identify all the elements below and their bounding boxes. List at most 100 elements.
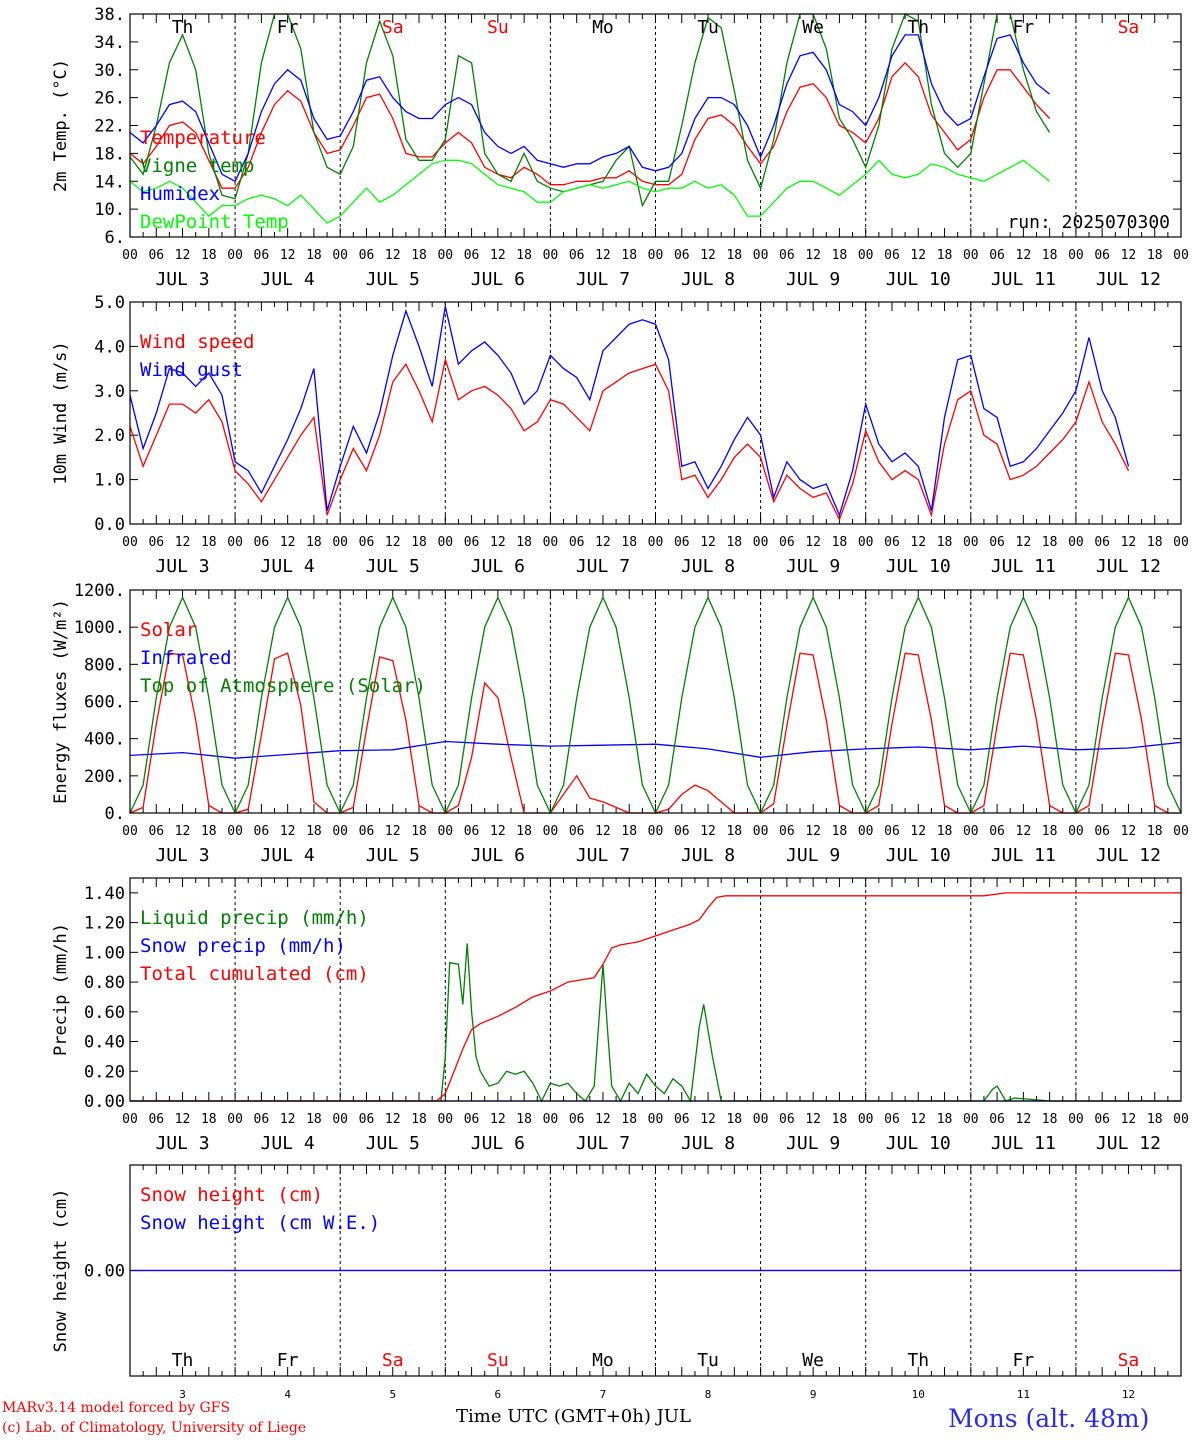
date-label: JUL 11 (991, 269, 1056, 290)
legend-label: Total cumulated (cm) (140, 963, 369, 985)
hour-tick-label: 00 (648, 535, 664, 550)
hour-tick-label: 06 (569, 824, 585, 839)
hour-tick-label: 00 (437, 248, 453, 263)
hour-tick-label: 18 (937, 1112, 953, 1127)
hour-tick-label: 00 (543, 535, 559, 550)
hour-tick-label: 18 (516, 824, 532, 839)
hour-tick-label: 18 (937, 535, 953, 550)
hour-tick-label: 06 (989, 535, 1005, 550)
location-label: Mons (alt. 48m) (948, 1404, 1150, 1433)
hour-tick-label: 12 (1121, 1112, 1137, 1127)
hour-tick-label: 18 (937, 248, 953, 263)
hour-tick-label: 00 (858, 535, 874, 550)
y-tick-label: 5.0 (94, 293, 125, 313)
y-axis-label: Energy fluxes (W/m²) (51, 599, 71, 804)
date-label: JUL 5 (366, 556, 420, 577)
date-label: JUL 8 (681, 556, 735, 577)
y-tick-label: 1.00 (84, 943, 125, 963)
plot-frame (129, 589, 1182, 814)
day-name-label: Th (907, 17, 929, 38)
hour-tick-label: 12 (700, 535, 716, 550)
hour-tick-label: 12 (490, 1112, 506, 1127)
date-label: JUL 3 (155, 1133, 209, 1154)
day-number-label: 3 (179, 1388, 186, 1401)
hour-tick-label: 00 (122, 1112, 138, 1127)
hour-tick-label: 18 (411, 1112, 427, 1127)
hour-tick-label: 06 (779, 824, 795, 839)
day-number-label: 11 (1017, 1388, 1030, 1401)
hour-tick-label: 00 (858, 248, 874, 263)
hour-tick-label: 06 (359, 1112, 375, 1127)
hour-tick-label: 00 (332, 535, 348, 550)
hour-tick-label: 18 (726, 248, 742, 263)
hour-tick-label: 12 (490, 248, 506, 263)
hour-tick-label: 12 (1121, 824, 1137, 839)
hour-tick-label: 06 (148, 248, 164, 263)
y-tick-label: 30. (94, 61, 125, 81)
date-label: JUL 4 (261, 845, 315, 866)
hour-tick-label: 06 (464, 535, 480, 550)
day-name-label: Sa (1118, 17, 1140, 38)
hour-tick-label: 12 (385, 248, 401, 263)
hour-tick-label: 18 (411, 535, 427, 550)
date-label: JUL 6 (471, 845, 525, 866)
legend-label: Temperature (140, 127, 266, 149)
day-name-label: Th (907, 1350, 929, 1371)
hour-tick-label: 06 (779, 535, 795, 550)
y-tick-label: 0.60 (84, 1003, 125, 1023)
hour-tick-label: 00 (1068, 535, 1084, 550)
hour-tick-label: 00 (332, 824, 348, 839)
hour-tick-label: 06 (674, 1112, 690, 1127)
date-label: JUL 11 (991, 1133, 1056, 1154)
hour-tick-label: 06 (884, 824, 900, 839)
y-tick-label: 0. (105, 804, 125, 824)
hour-tick-label: 12 (805, 1112, 821, 1127)
date-label: JUL 12 (1096, 1133, 1161, 1154)
hour-tick-label: 12 (175, 1112, 191, 1127)
hour-tick-label: 18 (1147, 824, 1163, 839)
hour-tick-label: 18 (832, 1112, 848, 1127)
date-label: JUL 12 (1096, 845, 1161, 866)
hour-tick-label: 06 (359, 824, 375, 839)
y-tick-label: 0.80 (84, 973, 125, 993)
hour-tick-label: 18 (306, 535, 322, 550)
date-label: JUL 8 (681, 1133, 735, 1154)
hour-tick-label: 18 (726, 824, 742, 839)
date-label: JUL 11 (991, 845, 1056, 866)
y-tick-label: 200. (84, 767, 125, 787)
hour-tick-label: 00 (858, 1112, 874, 1127)
hour-tick-label: 18 (306, 1112, 322, 1127)
series-humidex (129, 34, 1051, 183)
hour-tick-label: 12 (175, 824, 191, 839)
hour-tick-label: 18 (201, 1112, 217, 1127)
footer-model-text: MARv3.14 model forced by GFS (2, 1400, 231, 1416)
hour-tick-label: 12 (595, 535, 611, 550)
panel-precip: 0.00 0.20 0.40 0.60 0.80 1.00 1.20 1.40 Precip (… (51, 877, 1189, 1154)
hour-tick-label: 12 (595, 1112, 611, 1127)
hour-tick-label: 06 (359, 248, 375, 263)
y-axis-label: 2m Temp. (°C) (51, 59, 71, 192)
hour-tick-label: 18 (832, 824, 848, 839)
hour-tick-label: 00 (227, 1112, 243, 1127)
x-axis-label: Time UTC (GMT+0h) JUL (456, 1406, 691, 1427)
hour-tick-label: 18 (1147, 1112, 1163, 1127)
hour-tick-label: 00 (1068, 824, 1084, 839)
y-tick-label: 10. (94, 200, 125, 220)
y-tick-label: 18. (94, 144, 125, 164)
hour-tick-label: 18 (832, 248, 848, 263)
date-label: JUL 5 (366, 269, 420, 290)
legend-label: Infrared (140, 647, 232, 669)
hour-tick-label: 18 (1042, 824, 1058, 839)
hour-tick-label: 06 (569, 248, 585, 263)
date-label: JUL 10 (886, 269, 951, 290)
hour-tick-label: 06 (464, 824, 480, 839)
legend-label: Wind speed (140, 331, 254, 353)
date-label: JUL 9 (786, 845, 840, 866)
hour-tick-label: 00 (1068, 1112, 1084, 1127)
y-tick-label: 0.20 (84, 1062, 125, 1082)
hour-tick-label: 12 (700, 248, 716, 263)
series-infrared (129, 740, 1182, 759)
hour-tick-label: 06 (989, 248, 1005, 263)
hour-tick-label: 12 (280, 1112, 296, 1127)
hour-tick-label: 18 (621, 824, 637, 839)
